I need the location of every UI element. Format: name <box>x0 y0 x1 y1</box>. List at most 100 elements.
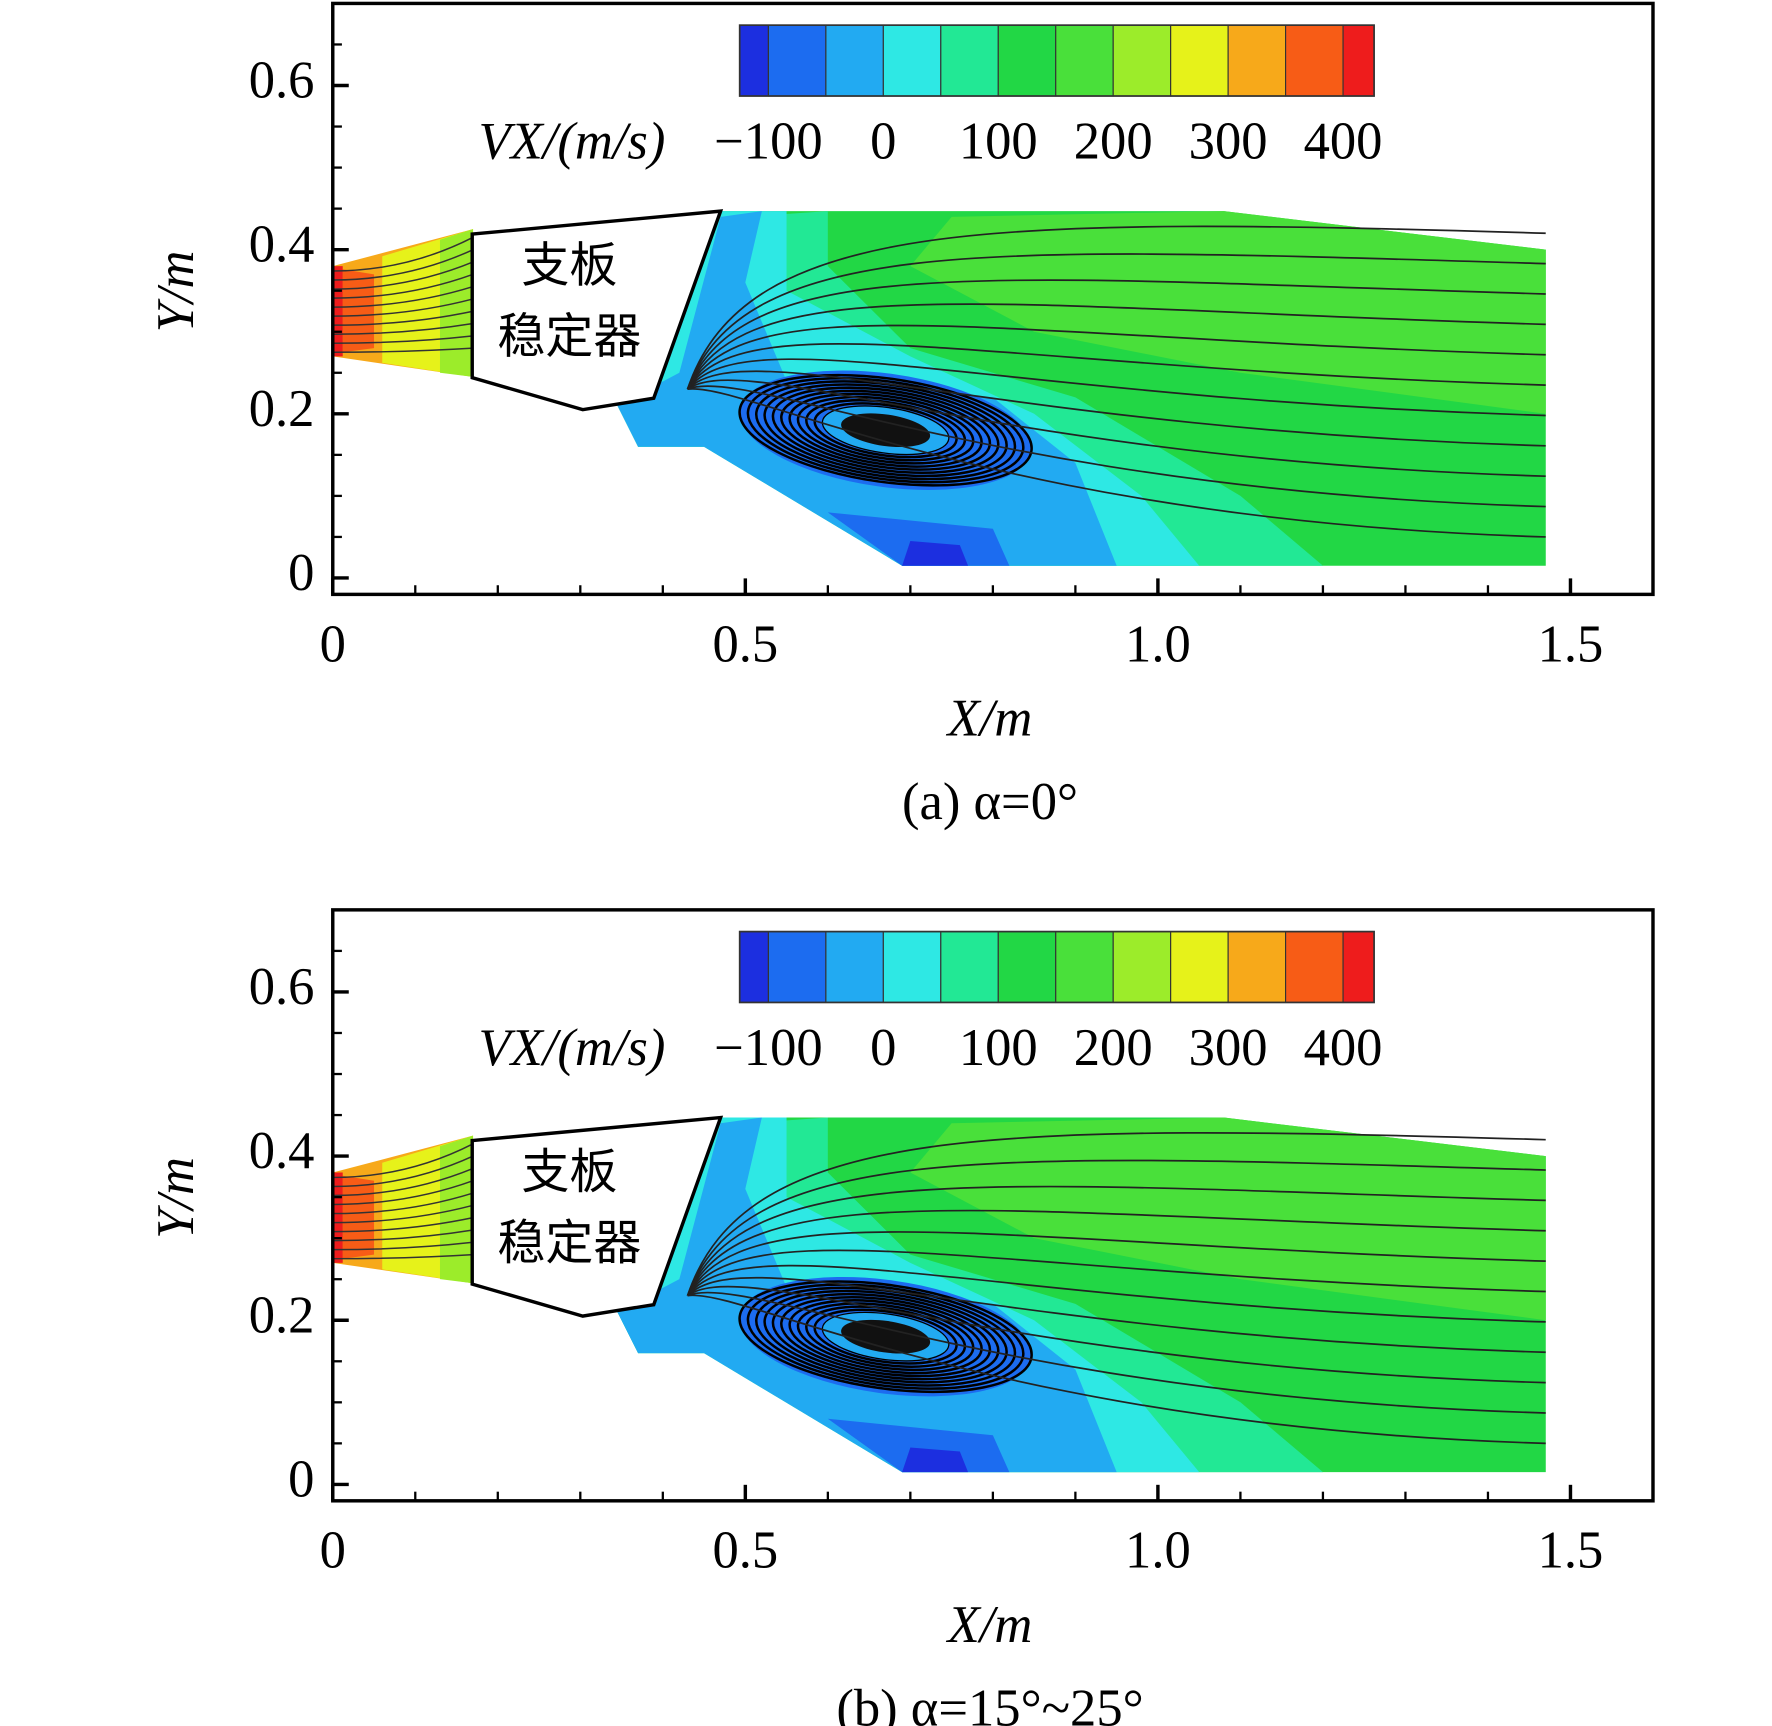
x-tick-label: 0 <box>320 615 346 673</box>
colorbar-segment <box>1170 24 1229 97</box>
y-axis-label: Y/m <box>147 251 205 333</box>
streamline <box>796 1302 975 1372</box>
x-axis-label: X/m <box>946 1596 1033 1654</box>
field-region <box>827 1418 1010 1473</box>
streamline <box>686 1231 1546 1297</box>
streamline <box>687 1291 1546 1414</box>
colorbar-tick-label: 0 <box>870 1019 896 1077</box>
streamline <box>763 1289 1008 1384</box>
streamline <box>686 1159 1546 1296</box>
streamline <box>746 1283 1025 1390</box>
colorbar-frame <box>738 930 1375 1004</box>
streamline <box>687 379 1546 478</box>
colorbar-segment <box>825 931 884 1004</box>
vortex-core <box>841 413 931 448</box>
streamline <box>686 1276 1546 1354</box>
colorbar-tick-label: 200 <box>1074 1019 1153 1077</box>
streamline <box>738 1280 1033 1394</box>
colorbar-segment <box>1285 24 1344 97</box>
x-tick-label: 1.5 <box>1538 1522 1604 1580</box>
colorbar-segment <box>1285 931 1344 1004</box>
colorbar-tick-label: 200 <box>1074 112 1153 170</box>
field-region <box>342 269 375 353</box>
streamline <box>686 253 1546 390</box>
colorbar-segment <box>940 24 999 97</box>
streamline <box>332 347 474 354</box>
streamline <box>686 324 1546 390</box>
colorbar-segment <box>1342 931 1375 1004</box>
colorbar-tick-label: 400 <box>1304 1019 1383 1077</box>
streamline <box>332 1216 474 1233</box>
streamline <box>686 279 1546 390</box>
streamline <box>687 1294 1546 1445</box>
colorbar-segment <box>1055 24 1114 97</box>
streamline <box>686 1132 1546 1296</box>
colorbar-frame <box>738 24 1375 97</box>
strut-label: 稳定器 <box>497 1215 641 1271</box>
colorbar-tick-label: 100 <box>959 1019 1038 1077</box>
field-region <box>902 1447 969 1473</box>
field-region <box>342 1175 375 1259</box>
streamline <box>686 1249 1546 1297</box>
colorbar-tick-label: 0 <box>870 112 896 170</box>
strut-label: 支板 <box>521 1144 617 1200</box>
streamline <box>332 298 474 317</box>
streamline <box>738 373 1033 487</box>
field-region <box>827 512 1010 566</box>
colorbar-tick-label: 300 <box>1189 1019 1268 1077</box>
colorbar-segment <box>882 931 942 1004</box>
y-tick-label: 0.4 <box>249 1122 315 1180</box>
streamline <box>687 385 1546 508</box>
y-tick-label: 0.6 <box>249 52 315 110</box>
colorbar-segment <box>1342 24 1375 97</box>
streamline <box>332 236 474 272</box>
y-tick-label: 0.2 <box>249 1286 315 1344</box>
x-tick-label: 0.5 <box>712 615 778 673</box>
vortex-core <box>841 1319 931 1354</box>
y-tick-label: 0 <box>288 544 314 602</box>
streamline <box>746 376 1025 484</box>
streamline <box>332 1192 474 1215</box>
streamline <box>332 1155 474 1188</box>
colorbar-tick-label: 400 <box>1304 112 1383 170</box>
streamline <box>686 1185 1546 1296</box>
colorbar-tick-label: −100 <box>714 1019 823 1077</box>
strut <box>470 1115 724 1318</box>
x-tick-label: 1.0 <box>1125 1522 1191 1580</box>
x-axis-label: X/m <box>946 690 1033 748</box>
streamline <box>686 1209 1546 1296</box>
colorbar-label: VX/(m/s) <box>478 112 665 170</box>
streamline <box>332 1229 474 1242</box>
strut-label: 支板 <box>521 238 617 294</box>
streamline <box>686 1264 1546 1323</box>
streamline <box>332 261 474 290</box>
colorbar-segment <box>997 931 1057 1004</box>
colorbar-segment <box>940 931 999 1004</box>
streamline <box>687 387 1546 538</box>
colorbar-segment <box>825 24 884 97</box>
colorbar-segment <box>997 24 1057 97</box>
y-tick-label: 0.6 <box>249 958 315 1016</box>
colorbar-segment <box>1055 931 1114 1004</box>
y-tick-label: 0.4 <box>249 216 315 274</box>
colorbar-segment <box>739 931 769 1004</box>
y-tick-label: 0.2 <box>249 380 315 438</box>
streamline <box>332 1167 474 1197</box>
streamline <box>686 225 1546 390</box>
streamline <box>687 1285 1546 1384</box>
x-tick-label: 1.0 <box>1125 615 1191 673</box>
colorbar-segment <box>1227 931 1287 1004</box>
streamline <box>686 343 1546 390</box>
colorbar-segment <box>739 24 769 97</box>
colorbar-segment <box>767 931 827 1004</box>
streamline <box>686 358 1546 417</box>
streamline <box>332 1204 474 1224</box>
streamline <box>796 395 975 465</box>
streamline <box>332 1241 474 1251</box>
colorbar-label: VX/(m/s) <box>478 1019 665 1077</box>
streamline <box>332 1143 474 1179</box>
strut <box>470 209 724 412</box>
colorbar-tick-label: 300 <box>1189 112 1268 170</box>
